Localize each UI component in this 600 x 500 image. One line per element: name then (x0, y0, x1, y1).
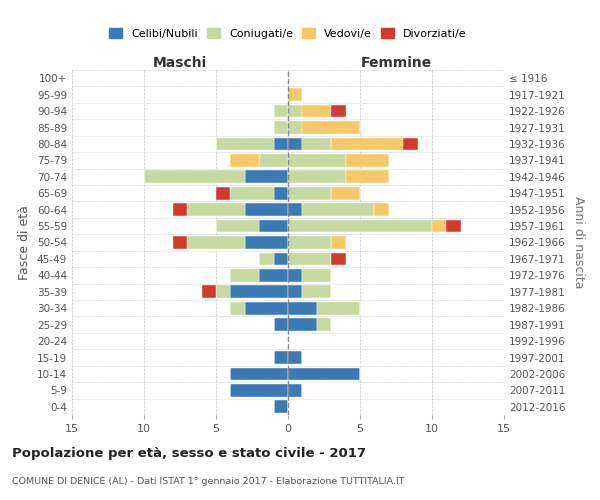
Bar (202, 286, 216, 298)
Bar (288, 351, 302, 364)
Bar (230, 286, 288, 298)
Bar (230, 368, 288, 380)
Bar (302, 104, 331, 118)
Bar (403, 138, 418, 150)
Bar (245, 236, 288, 249)
Text: Femmine: Femmine (361, 56, 431, 70)
Bar (331, 138, 403, 150)
Bar (288, 187, 331, 200)
Bar (187, 203, 245, 216)
Y-axis label: Fasce di età: Fasce di età (19, 205, 31, 280)
Bar (173, 203, 187, 216)
Bar (302, 138, 331, 150)
Bar (259, 269, 288, 282)
Text: Popolazione per età, sesso e stato civile - 2017: Popolazione per età, sesso e stato civil… (12, 448, 366, 460)
Bar (331, 187, 360, 200)
Bar (288, 220, 432, 232)
Bar (331, 236, 346, 249)
Bar (187, 236, 245, 249)
Bar (346, 170, 389, 183)
Bar (288, 318, 317, 331)
Bar (230, 187, 274, 200)
Bar (374, 203, 389, 216)
Bar (432, 220, 446, 232)
Bar (288, 203, 302, 216)
Bar (331, 104, 346, 118)
Bar (259, 220, 288, 232)
Bar (317, 318, 331, 331)
Bar (288, 236, 331, 249)
Text: Maschi: Maschi (153, 56, 207, 70)
Bar (144, 170, 245, 183)
Bar (259, 154, 288, 167)
Bar (245, 203, 288, 216)
Bar (302, 121, 360, 134)
Bar (216, 138, 274, 150)
Bar (288, 154, 346, 167)
Bar (274, 400, 288, 413)
Bar (288, 104, 302, 118)
Bar (288, 252, 331, 266)
Bar (288, 286, 302, 298)
Bar (302, 286, 331, 298)
Bar (288, 138, 302, 150)
Bar (274, 318, 288, 331)
Bar (230, 154, 259, 167)
Y-axis label: Anni di nascita: Anni di nascita (572, 196, 585, 289)
Bar (274, 252, 288, 266)
Bar (230, 302, 245, 314)
Bar (302, 269, 331, 282)
Bar (446, 220, 461, 232)
Bar (288, 121, 302, 134)
Bar (230, 269, 259, 282)
Bar (317, 302, 360, 314)
Text: COMUNE DI DENICE (AL) - Dati ISTAT 1° gennaio 2017 - Elaborazione TUTTITALIA.IT: COMUNE DI DENICE (AL) - Dati ISTAT 1° ge… (12, 478, 404, 486)
Bar (288, 88, 302, 101)
Bar (288, 384, 302, 397)
Bar (216, 187, 230, 200)
Bar (288, 170, 346, 183)
Bar (216, 220, 259, 232)
Bar (259, 252, 274, 266)
Bar (274, 351, 288, 364)
Bar (288, 302, 317, 314)
Legend: Celibi/Nubili, Coniugati/e, Vedovi/e, Divorziati/e: Celibi/Nubili, Coniugati/e, Vedovi/e, Di… (105, 24, 471, 44)
Bar (302, 203, 374, 216)
Bar (346, 154, 389, 167)
Bar (274, 138, 288, 150)
Bar (245, 302, 288, 314)
Bar (274, 187, 288, 200)
Bar (230, 384, 288, 397)
Bar (331, 252, 346, 266)
Bar (216, 286, 230, 298)
Bar (288, 368, 360, 380)
Bar (288, 269, 302, 282)
Bar (274, 104, 288, 118)
Bar (274, 121, 288, 134)
Bar (245, 170, 288, 183)
Bar (173, 236, 187, 249)
